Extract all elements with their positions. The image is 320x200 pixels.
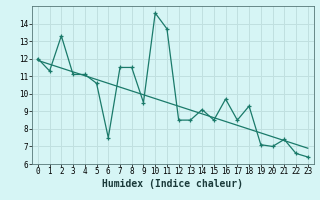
X-axis label: Humidex (Indice chaleur): Humidex (Indice chaleur) <box>102 179 243 189</box>
